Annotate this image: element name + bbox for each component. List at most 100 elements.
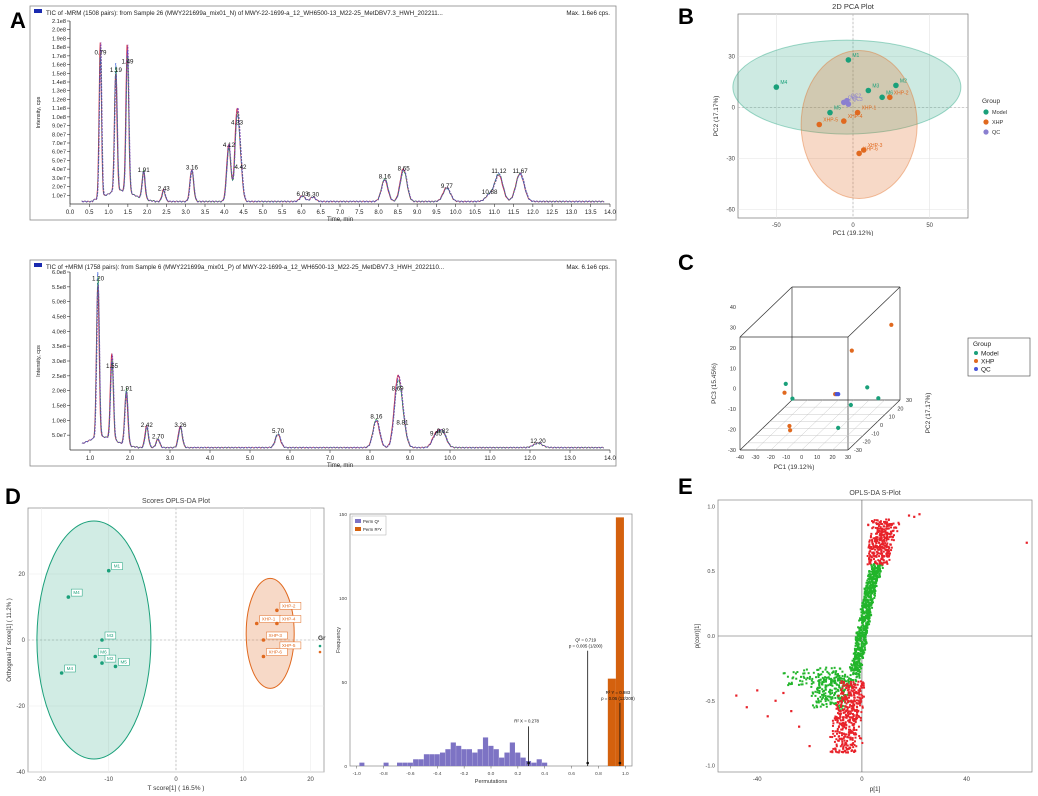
tic-x-tick-label: 8.5 <box>394 210 403 216</box>
splot-point <box>851 716 854 719</box>
pca2d-point <box>773 84 780 90</box>
perm-q2-bar <box>413 759 419 766</box>
splot-point <box>838 706 841 709</box>
splot-point <box>870 601 873 604</box>
splot-point <box>850 712 853 715</box>
splot-point <box>863 599 866 602</box>
splot-point <box>860 700 863 703</box>
pca3d-point <box>876 396 881 401</box>
pca3d-y-tick-label: -10 <box>871 431 879 437</box>
pca2d-point-label: XHP-3 <box>868 143 883 149</box>
splot-point <box>844 694 847 697</box>
splot-point <box>853 699 856 702</box>
splot-point <box>871 527 874 530</box>
splot-point <box>849 703 852 706</box>
splot-point <box>845 743 848 746</box>
perm-q2-bar <box>488 745 494 766</box>
perm-q2-bar <box>456 745 462 766</box>
splot-point <box>810 694 813 697</box>
splot-point <box>854 644 857 647</box>
tic-peak-label: 2.70 <box>152 434 165 441</box>
opls-x-tick-label: -10 <box>104 777 113 783</box>
splot-point <box>803 672 806 675</box>
splot-point <box>861 621 864 624</box>
splot-point <box>846 684 849 687</box>
splot-point <box>874 592 877 595</box>
splot-point <box>879 526 882 529</box>
opls-legend-swatch <box>318 644 322 648</box>
splot-point <box>892 522 895 525</box>
tic-x-tick-label: 1.5 <box>124 210 133 216</box>
tic-x-tick-label: 2.0 <box>126 456 135 462</box>
splot-point <box>871 606 874 609</box>
splot-point <box>861 648 864 651</box>
splot-point <box>811 691 814 694</box>
pca2d-y-tick-label: -60 <box>726 208 735 214</box>
splot-point <box>846 689 849 692</box>
perm-q2-bar <box>531 762 537 766</box>
splot-point <box>852 700 855 703</box>
splot-point <box>825 666 828 669</box>
pca2d-point <box>816 121 823 128</box>
opls-point-label-box <box>279 615 302 623</box>
opls-point-label-box <box>266 631 288 640</box>
splot-point <box>855 680 858 683</box>
splot-point <box>892 534 895 537</box>
splot-point <box>896 530 899 533</box>
splot-point <box>859 608 862 611</box>
splot-point <box>862 682 865 685</box>
splot-point <box>817 701 820 704</box>
pca3d-z-tick-label: 0 <box>733 387 736 393</box>
pca3d-z-tick-label: -20 <box>728 428 736 434</box>
splot-point <box>870 570 873 573</box>
splot-point <box>808 744 811 748</box>
splot-point <box>907 514 911 517</box>
perm-x-tick-label: -0.4 <box>433 771 442 777</box>
splot-point <box>841 740 844 743</box>
splot-point <box>871 551 874 554</box>
splot-point <box>860 667 863 670</box>
splot-point <box>871 601 874 604</box>
splot-point <box>849 743 852 746</box>
splot-point <box>835 690 838 693</box>
splot-point <box>846 697 849 700</box>
tic-max-label: Max. 6.1e6 cps. <box>566 264 610 271</box>
splot-point <box>847 714 850 717</box>
splot-point <box>821 703 824 706</box>
splot-point <box>862 600 865 603</box>
splot-point <box>889 543 892 546</box>
splot-point <box>850 667 853 670</box>
splot-point <box>858 687 861 690</box>
splot-point <box>873 582 876 585</box>
pca3d-x-tick-label: -10 <box>782 455 790 461</box>
splot-y-tick-label: 1.0 <box>707 504 715 510</box>
splot-point <box>810 682 813 685</box>
tic-peak-label: 6.03 <box>297 191 310 198</box>
splot-point <box>860 683 863 686</box>
tic-x-tick-label: 4.0 <box>220 210 229 216</box>
splot-point <box>866 611 869 614</box>
splot-point <box>881 542 884 545</box>
splot-point <box>856 661 859 664</box>
splot-point <box>870 590 873 593</box>
tic-y-label: Intensity, cps <box>36 96 42 128</box>
splot-point <box>865 581 868 584</box>
splot-point <box>858 735 861 738</box>
splot-point <box>861 656 864 659</box>
tic-x-tick-label: 1.0 <box>86 456 95 462</box>
splot-point <box>824 692 827 695</box>
splot-point <box>821 670 824 673</box>
pca2d-x-tick-label: 50 <box>926 223 933 229</box>
pca3d-point <box>848 402 853 408</box>
splot-point <box>849 737 852 740</box>
splot-point <box>841 670 844 673</box>
splot-point <box>815 676 818 679</box>
splot-point <box>863 638 866 641</box>
splot-point <box>887 545 890 548</box>
pca3d-y-tick-label: 30 <box>906 398 912 404</box>
splot-point <box>867 606 870 609</box>
splot-point <box>881 527 884 530</box>
splot-point <box>862 631 865 634</box>
perm-q2-bar <box>397 762 403 766</box>
splot-point <box>861 616 864 619</box>
